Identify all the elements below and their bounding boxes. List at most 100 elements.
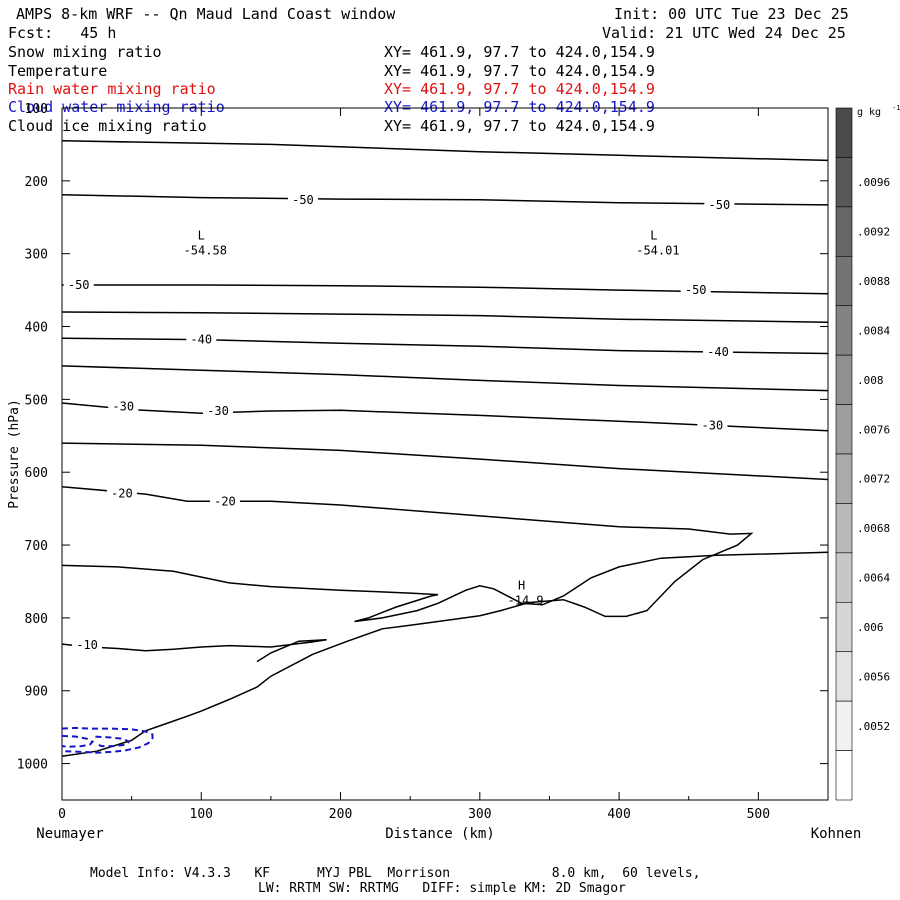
contour-label: -50: [685, 283, 707, 297]
contour-label-bg: [704, 196, 735, 212]
extremum-low-marker: L: [650, 229, 657, 243]
colorbar-bin: [835, 255, 853, 307]
x-axis-title: Distance (km): [385, 826, 495, 842]
model-info: Model Info: V4.3.3 KF MYJ PBL Morrison 8…: [90, 866, 701, 881]
contour-label: -30: [207, 404, 229, 418]
extremum-high-marker: H: [518, 578, 525, 592]
y-tick-label: 1000: [17, 758, 48, 773]
var-temperature: Temperature: [8, 62, 108, 80]
contour-label-bg: [63, 277, 94, 293]
y-tick-label: 500: [25, 393, 48, 408]
contour-label-bg: [72, 636, 103, 652]
colorbar-bin: [835, 651, 853, 702]
cloud-water-contour: [61, 734, 95, 748]
cloud-water-contour: [95, 735, 131, 748]
colorbar-unit: g kg: [857, 107, 881, 118]
contour-label: -50: [292, 193, 314, 207]
colorbar-tick-label: .0088: [857, 275, 890, 288]
y-tick-label: 100: [25, 102, 48, 117]
y-tick-label: 600: [25, 466, 48, 481]
x-tick-label: 500: [747, 807, 770, 822]
colorbar-unit-exponent: -1: [892, 104, 900, 112]
contour-label-bg: [680, 282, 711, 298]
colorbar-tick-label: .0072: [857, 473, 890, 486]
y-axis-title: Pressure (hPa): [7, 399, 22, 509]
colorbar-bin: [835, 453, 853, 504]
var-cloud-ice-xy: XY= 461.9, 97.7 to 424.0,154.9: [384, 117, 655, 135]
plot-title: AMPS 8-km WRF -- Qn Maud Land Coast wind…: [16, 5, 396, 23]
init-time: Init: 00 UTC Tue 23 Dec 25: [614, 5, 849, 23]
contour-label: -30: [702, 419, 724, 433]
var-cloud-water-xy: XY= 461.9, 97.7 to 424.0,154.9: [384, 98, 655, 116]
cloud-water-contour: [61, 726, 154, 754]
isotherm-iso-minus30: [61, 402, 829, 432]
var-snow-xy: XY= 461.9, 97.7 to 424.0,154.9: [384, 43, 655, 61]
isotherm-iso-minus40: [61, 337, 829, 355]
var-cloud-water: Cloud water mixing ratio: [8, 98, 225, 116]
x-start-station: Neumayer: [36, 826, 103, 842]
colorbar-tick-label: .0052: [857, 720, 890, 733]
contour-label: -30: [112, 400, 134, 414]
x-tick-label: 200: [329, 807, 352, 822]
contour-label: -50: [709, 198, 731, 212]
colorbar-tick-label: .0064: [857, 572, 890, 585]
isotherm-iso-585: [61, 442, 829, 481]
contour-label: -50: [68, 278, 90, 292]
contour-label-bg: [106, 485, 137, 501]
colorbar-tick-label: .0096: [857, 176, 890, 189]
contour-label: -10: [76, 638, 98, 652]
x-tick-label: 0: [58, 807, 66, 822]
extremum-value: -54.58: [184, 244, 227, 258]
contour-label: -40: [190, 333, 212, 347]
y-tick-label: 800: [25, 612, 48, 627]
colorbar-tick-label: .0076: [857, 423, 890, 436]
isotherm-iso-minus50-upper: [61, 193, 829, 206]
extremum-low-marker: L: [198, 229, 205, 243]
colorbar-tick-label: .0084: [857, 324, 890, 337]
colorbar-bin: [835, 404, 853, 455]
extremum-value: -14.9: [508, 593, 544, 607]
isotherm-iso-385: [61, 311, 829, 323]
isotherm-iso-minus50-lower: [62, 284, 829, 295]
model-physics: LW: RRTM SW: RRTMG DIFF: simple KM: 2D S…: [258, 881, 626, 896]
plot-frame: [61, 107, 829, 801]
var-rain: Rain water mixing ratio: [8, 80, 216, 98]
extremum-value: -54.01: [636, 244, 679, 258]
isotherm-iso-150: [61, 140, 829, 162]
var-rain-xy: XY= 461.9, 97.7 to 424.0,154.9: [384, 80, 655, 98]
colorbar-bin: [835, 206, 853, 257]
valid-time: Valid: 21 UTC Wed 24 Dec 25: [602, 24, 846, 42]
var-cloud-ice: Cloud ice mixing ratio: [8, 117, 207, 135]
colorbar-tick-label: .0056: [857, 670, 890, 683]
y-tick-label: 300: [25, 248, 48, 263]
colorbar-bin: [835, 157, 853, 208]
colorbar-tick-label: .0068: [857, 522, 890, 535]
isotherm-iso-minus10: [61, 638, 327, 663]
contour-label-bg: [202, 403, 233, 419]
x-end-station: Kohnen: [811, 826, 862, 842]
isotherm-iso-470: [61, 365, 829, 392]
colorbar-bin: [835, 601, 853, 653]
colorbar-bin: [835, 305, 853, 356]
y-tick-label: 700: [25, 539, 48, 554]
colorbar-tick-label: .006: [857, 621, 884, 634]
x-tick-label: 300: [468, 807, 491, 822]
y-tick-label: 200: [25, 175, 48, 190]
contour-label-bg: [108, 398, 139, 414]
colorbar-bin: [835, 107, 853, 158]
colorbar-bin: [835, 552, 853, 603]
forecast-hour: Fcst: 45 h: [8, 24, 117, 42]
y-tick-label: 900: [25, 685, 48, 700]
colorbar-bin: [835, 750, 853, 801]
contour-label-bg: [697, 417, 728, 433]
var-snow: Snow mixing ratio: [8, 43, 162, 61]
contour-label-bg: [702, 344, 733, 360]
colorbar-bin: [835, 354, 853, 405]
y-tick-label: 400: [25, 321, 48, 336]
contour-label: -40: [707, 345, 729, 359]
contour-label: -20: [111, 486, 133, 500]
x-tick-label: 100: [190, 807, 213, 822]
contour-label: -20: [214, 494, 236, 508]
contour-label-bg: [186, 331, 217, 347]
colorbar-bin: [835, 503, 853, 554]
